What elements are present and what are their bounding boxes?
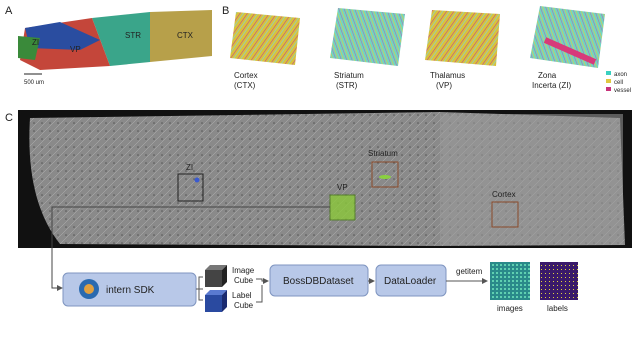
region-label: STR [125, 31, 141, 40]
sdk-label: intern SDK [106, 285, 155, 296]
label-cube [205, 290, 227, 312]
legend-swatch [606, 87, 611, 91]
connector [256, 278, 269, 284]
panel-label: C [5, 112, 13, 124]
legend-swatch [606, 71, 611, 75]
caption: (CTX) [234, 81, 256, 90]
roi-marker [194, 177, 200, 183]
images-tile [490, 262, 530, 300]
tile-thalamus [425, 10, 500, 66]
roi-box [177, 173, 204, 202]
output-label: images [497, 304, 523, 313]
caption: Incerta (ZI) [532, 81, 571, 90]
caption: Thalamus [430, 71, 465, 80]
roi-label: Cortex [492, 190, 516, 199]
legend: axon cell vessel [606, 71, 631, 94]
legend-label: cell [614, 80, 623, 86]
roi-box [491, 201, 519, 228]
region-label: CTX [177, 31, 194, 40]
tile-zi [530, 6, 605, 68]
dataset-label: BossDBDataset [283, 276, 354, 287]
caption: Striatum [334, 71, 364, 80]
connector [198, 276, 203, 289]
legend-label: axon [614, 72, 627, 78]
tile-striatum [330, 8, 405, 66]
cube-label: Cube [234, 301, 254, 310]
legend-label: vessel [614, 88, 631, 94]
panel-label: A [5, 5, 13, 17]
cortex-area [440, 114, 623, 245]
loader-label: DataLoader [384, 276, 437, 287]
roi-box [329, 194, 356, 221]
roi-box [371, 161, 399, 188]
step-label: getitem [456, 267, 483, 276]
scale-label: 500 um [24, 80, 44, 86]
region-label: VP [70, 45, 81, 54]
panel-label: B [222, 5, 229, 17]
roi-marker [379, 175, 391, 179]
roi-label: ZI [186, 163, 193, 172]
caption: (VP) [436, 81, 452, 90]
vessel [543, 37, 597, 65]
tile-cortex [230, 12, 300, 65]
connector [198, 289, 203, 301]
roi-label: Striatum [368, 149, 398, 158]
brain-section [18, 10, 212, 70]
region-label: ZI [32, 38, 39, 47]
cube-label: Label [232, 291, 252, 300]
connector [51, 206, 330, 291]
legend-swatch [606, 79, 611, 83]
sdk-icon [84, 284, 94, 294]
caption: (STR) [336, 81, 358, 90]
roi-label: VP [337, 183, 348, 192]
image-cube [205, 265, 227, 287]
tile-captions: Cortex (CTX) Striatum (STR) Thalamus (VP… [234, 71, 571, 90]
connector [256, 285, 263, 303]
output-label: labels [547, 304, 568, 313]
cube-label: Image [232, 266, 255, 275]
caption: Cortex [234, 71, 258, 80]
cube-label: Cube [234, 276, 254, 285]
labels-tile [540, 262, 578, 300]
caption: Zona [538, 71, 557, 80]
